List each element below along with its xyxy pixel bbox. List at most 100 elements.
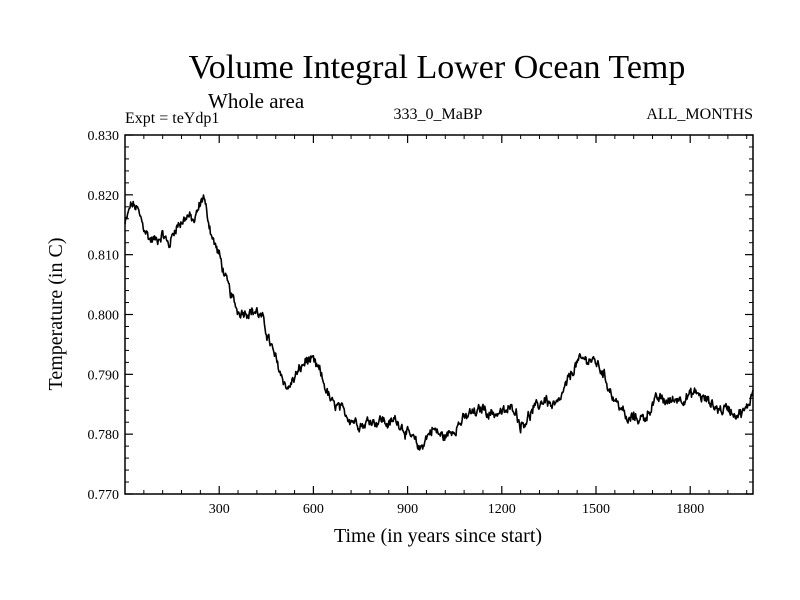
- data-point: [356, 421, 358, 423]
- data-point: [124, 224, 126, 226]
- data-point: [463, 418, 465, 420]
- data-point: [689, 394, 691, 396]
- data-point: [149, 239, 151, 241]
- data-point: [174, 227, 176, 229]
- data-point: [225, 278, 227, 280]
- y-tick-label: 0.830: [88, 129, 120, 144]
- data-point: [156, 239, 158, 241]
- data-point: [539, 403, 541, 405]
- data-point: [670, 400, 672, 402]
- data-point: [313, 361, 315, 363]
- data-point: [589, 358, 591, 360]
- data-point: [576, 361, 578, 363]
- data-point: [620, 406, 622, 408]
- data-point: [256, 311, 258, 313]
- y-axis-label: Temperature (in C): [45, 238, 67, 391]
- y-tick-label: 0.770: [88, 488, 120, 503]
- y-tick-label: 0.810: [88, 249, 120, 264]
- data-point: [350, 418, 352, 420]
- data-point: [203, 194, 205, 196]
- x-tick-label: 300: [209, 502, 230, 517]
- data-point: [470, 412, 472, 414]
- data-point: [407, 433, 409, 435]
- data-point: [627, 421, 629, 423]
- data-point: [664, 400, 666, 402]
- data-point: [513, 406, 515, 408]
- data-point: [583, 358, 585, 360]
- data-point: [545, 397, 547, 399]
- data-point: [595, 361, 597, 363]
- data-point: [696, 391, 698, 393]
- data-point: [243, 311, 245, 313]
- data-point: [633, 415, 635, 417]
- data-point: [526, 418, 528, 420]
- data-point: [721, 409, 723, 411]
- data-point: [331, 403, 333, 405]
- y-tick-label: 0.820: [88, 189, 120, 204]
- annotation-center: 333_0_MaBP: [394, 106, 483, 123]
- data-point: [400, 424, 402, 426]
- series-line-0: [124, 194, 754, 451]
- data-point: [363, 424, 365, 426]
- data-point: [181, 221, 183, 223]
- data-point: [438, 433, 440, 435]
- data-point: [752, 388, 754, 390]
- data-point: [306, 358, 308, 360]
- data-point: [388, 424, 390, 426]
- data-point: [162, 233, 164, 235]
- y-tick-label: 0.780: [88, 428, 120, 443]
- data-point: [281, 376, 283, 378]
- data-point: [275, 358, 277, 360]
- data-point: [419, 448, 421, 450]
- data-point: [250, 311, 252, 313]
- data-point: [639, 418, 641, 420]
- x-axis-label: Time (in years since start): [334, 525, 542, 547]
- data-point: [413, 439, 415, 441]
- data-point: [369, 418, 371, 420]
- y-tick-label: 0.790: [88, 368, 120, 383]
- data-point: [551, 406, 553, 408]
- data-point: [137, 209, 139, 211]
- annotation-left: Expt = teYdp1: [125, 110, 219, 127]
- data-point: [143, 227, 145, 229]
- x-tick-label: 1500: [582, 502, 610, 517]
- data-point: [733, 412, 735, 414]
- y-tick-label: 0.800: [88, 309, 120, 324]
- data-point: [488, 412, 490, 414]
- data-point: [677, 397, 679, 399]
- data-point: [199, 203, 201, 205]
- series-layer: [124, 194, 754, 451]
- data-point: [168, 245, 170, 247]
- data-point: [237, 311, 239, 313]
- data-point: [325, 388, 327, 390]
- data-point: [457, 424, 459, 426]
- data-point: [382, 418, 384, 420]
- data-point: [714, 406, 716, 408]
- data-point: [501, 412, 503, 414]
- data-point: [658, 397, 660, 399]
- data-point: [482, 406, 484, 408]
- data-point: [338, 406, 340, 408]
- x-tick-label: 1200: [488, 502, 516, 517]
- chart-title: Volume Integral Lower Ocean Temp: [189, 49, 686, 86]
- data-point: [319, 370, 321, 372]
- data-point: [708, 400, 710, 402]
- data-point: [269, 341, 271, 343]
- data-point: [344, 412, 346, 414]
- plot-frame: [124, 134, 754, 495]
- axes: 300 600 900 1200 1500 1800 0.770 0.780 0.790 0.80…: [88, 129, 754, 517]
- data-point: [557, 403, 559, 405]
- chart-subtitle: Whole area: [208, 89, 305, 113]
- data-point: [193, 221, 195, 223]
- data-point: [451, 430, 453, 432]
- data-point: [652, 403, 654, 405]
- data-point: [375, 421, 377, 423]
- data-point: [570, 373, 572, 375]
- data-point: [206, 212, 208, 214]
- data-point: [702, 397, 704, 399]
- x-tick-label: 900: [397, 502, 418, 517]
- data-point: [601, 370, 603, 372]
- data-point: [262, 320, 264, 322]
- data-point: [520, 424, 522, 426]
